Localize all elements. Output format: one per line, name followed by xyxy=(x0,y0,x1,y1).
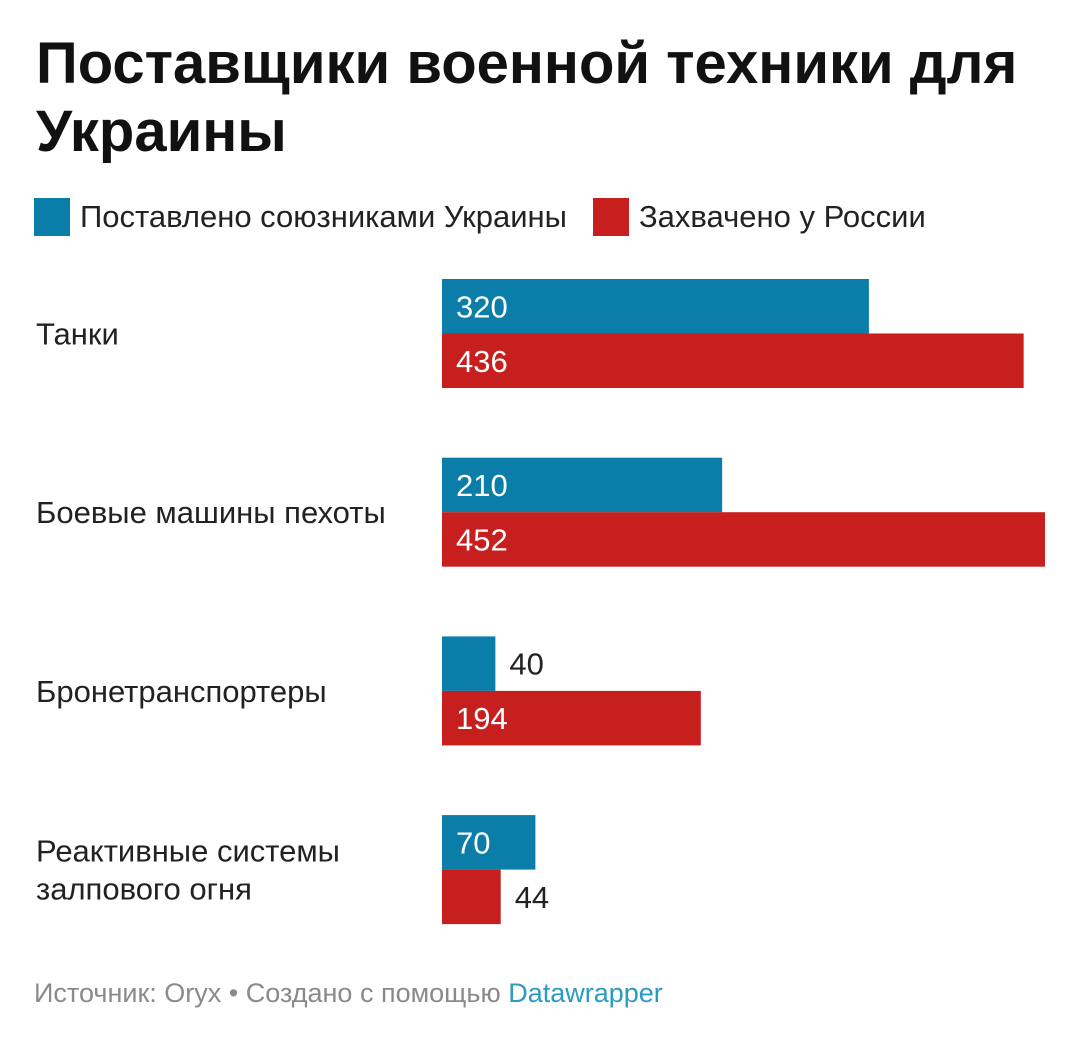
bar-captured xyxy=(442,333,1024,388)
value-label: 70 xyxy=(456,825,490,860)
footer-separator: • xyxy=(228,978,239,1008)
category-label: Реактивные системы залпового огня xyxy=(36,834,340,907)
bar-captured xyxy=(442,690,701,746)
category-label: Боевые машины пехоты xyxy=(36,495,386,530)
footer: Источник: Oryx • Создано с помощью Dataw… xyxy=(34,978,663,1009)
bar-supplied xyxy=(442,636,496,691)
legend-item-supplied: Поставлено союзниками Украины xyxy=(34,198,567,236)
legend: Поставлено союзниками Украины Захвачено … xyxy=(34,198,952,236)
value-label: 452 xyxy=(456,522,508,557)
value-label: 436 xyxy=(456,344,508,379)
value-label: 320 xyxy=(456,289,508,324)
bar-supplied xyxy=(442,815,536,870)
bar-captured xyxy=(442,512,1045,567)
chart-title: Поставщики военной техники для Украины xyxy=(36,31,1018,164)
value-label: 210 xyxy=(456,468,508,503)
legend-label-captured: Захвачено у России xyxy=(638,199,926,234)
value-label: 40 xyxy=(509,647,543,682)
legend-item-captured: Захвачено у России xyxy=(592,198,926,236)
footer-source: Источник: Oryx xyxy=(34,978,222,1008)
legend-swatch-supplied xyxy=(34,198,70,236)
bar-captured xyxy=(442,869,501,925)
bar-supplied xyxy=(442,457,723,513)
footer-created: Создано с помощью xyxy=(245,978,501,1008)
value-label: 194 xyxy=(456,701,508,736)
value-label: 44 xyxy=(515,880,549,915)
bar-supplied xyxy=(442,279,869,334)
legend-label-supplied: Поставлено союзниками Украины xyxy=(80,199,567,234)
category-label: Танки xyxy=(36,317,119,352)
legend-swatch-captured xyxy=(592,198,629,236)
category-label: Бронетранспортеры xyxy=(36,674,327,709)
datawrapper-link[interactable]: Datawrapper xyxy=(508,978,663,1008)
